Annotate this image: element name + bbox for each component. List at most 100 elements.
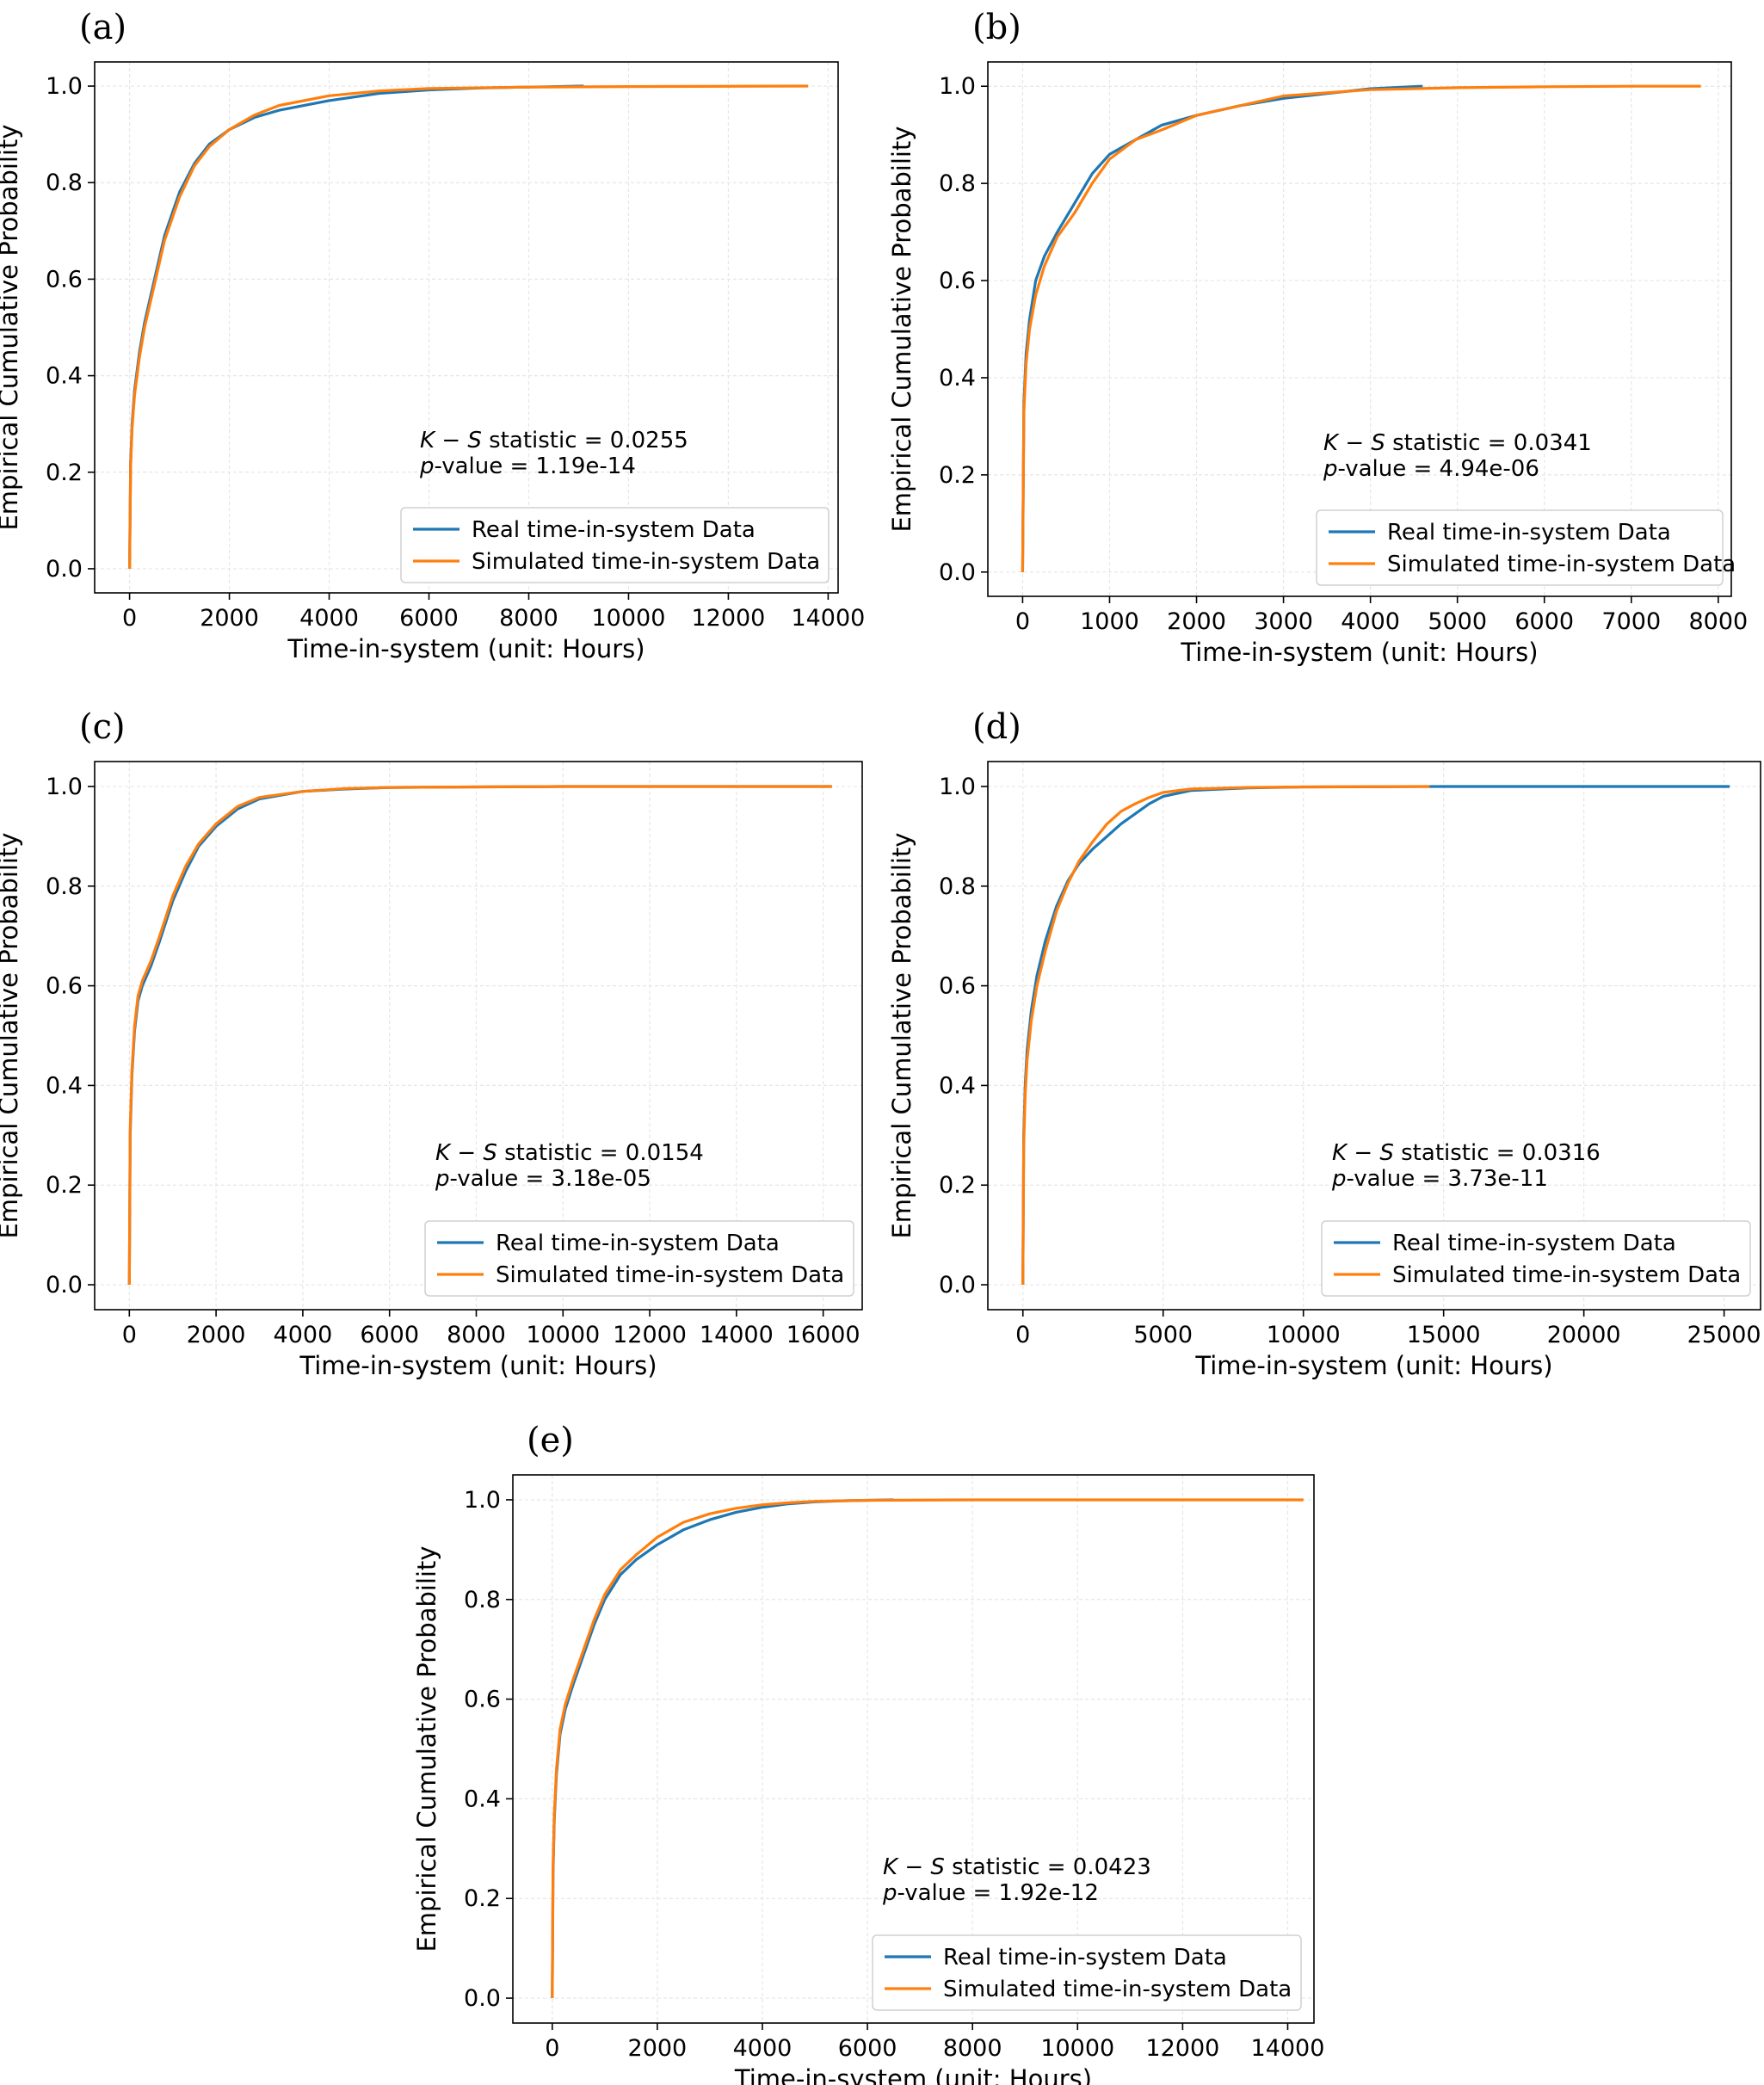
series-line-simulated xyxy=(128,84,809,570)
y-tick-label: 0.2 xyxy=(939,1172,976,1199)
legend-entry: Real time-in-system Data xyxy=(943,1945,1227,1971)
x-tick-label: 14000 xyxy=(700,1322,774,1348)
y-tick-label: 0.8 xyxy=(939,873,976,900)
legend: Real time-in-system Data Simulated time-i… xyxy=(400,507,830,583)
legend-entry: Simulated time-in-system Data xyxy=(496,1262,844,1288)
x-axis-label: Time-in-system (unit: Hours) xyxy=(287,634,645,663)
x-tick-label: 12000 xyxy=(1145,2035,1219,2062)
x-tick-label: 5000 xyxy=(1133,1322,1193,1348)
legend: Real time-in-system Data Simulated time-i… xyxy=(424,1220,854,1297)
series-line-real xyxy=(551,1498,894,1999)
x-tick-label: 4000 xyxy=(274,1322,333,1348)
y-axis-label: Empirical Cumulative Probability xyxy=(887,126,916,532)
y-tick-label: 1.0 xyxy=(46,73,83,100)
x-tick-label: 2000 xyxy=(187,1322,246,1348)
y-tick-label: 0.0 xyxy=(464,1985,501,2012)
y-tick-label: 0.0 xyxy=(939,559,976,586)
x-tick-label: 6000 xyxy=(360,1322,419,1348)
y-tick-label: 0.2 xyxy=(464,1885,501,1912)
legend-box xyxy=(1321,1220,1751,1297)
x-tick-label: 4000 xyxy=(1341,608,1400,635)
chart-panel: (d) 0 5000 10000 15000 20000 25000 0.0 0.2 0.4 0.6… xyxy=(887,707,1761,1380)
x-tick-label: 0 xyxy=(122,1322,137,1348)
y-tick-label: 0.4 xyxy=(939,365,976,392)
y-tick-label: 0.4 xyxy=(46,1072,83,1099)
x-axis-label: Time-in-system (unit: Hours) xyxy=(1180,638,1538,667)
series-line-real xyxy=(127,785,832,1286)
x-tick-label: 10000 xyxy=(592,605,666,632)
x-tick-label: 12000 xyxy=(691,605,765,632)
x-tick-label: 5000 xyxy=(1428,608,1487,635)
axes-frame xyxy=(94,761,863,1311)
axes-frame xyxy=(94,61,839,594)
y-tick-label: 0.6 xyxy=(939,268,976,294)
legend-box xyxy=(400,507,830,583)
ks-statistic-text: K − S statistic = 0.0154 xyxy=(435,1140,704,1166)
x-tick-label: 10000 xyxy=(526,1322,600,1348)
x-axis-label: Time-in-system (unit: Hours) xyxy=(299,1351,657,1380)
y-tick-label: 1.0 xyxy=(46,774,83,800)
panel-label: (e) xyxy=(527,1421,574,1460)
y-tick-label: 0.4 xyxy=(464,1786,501,1812)
legend-entry: Real time-in-system Data xyxy=(472,517,756,543)
series-line-simulated xyxy=(1021,84,1701,572)
y-tick-label: 0.2 xyxy=(46,460,83,486)
legend-entry: Simulated time-in-system Data xyxy=(943,1977,1292,2002)
x-tick-label: 8000 xyxy=(499,605,558,632)
y-tick-label: 0.6 xyxy=(939,973,976,1000)
x-tick-label: 3000 xyxy=(1254,608,1313,635)
panel-label: (b) xyxy=(972,8,1021,47)
x-tick-label: 2000 xyxy=(628,2035,688,2062)
x-tick-label: 8000 xyxy=(1688,608,1748,635)
legend: Real time-in-system Data Simulated time-i… xyxy=(872,1934,1302,2011)
y-tick-label: 0.0 xyxy=(939,1272,976,1298)
chart-panel: (b) 0 1000 2000 3000 4000 5000 6000 7000 8000 0.0 0… xyxy=(887,8,1748,667)
y-tick-label: 0.2 xyxy=(939,462,976,489)
x-tick-label: 1000 xyxy=(1080,608,1139,635)
legend-entry: Simulated time-in-system Data xyxy=(472,549,820,575)
legend: Real time-in-system Data Simulated time-i… xyxy=(1316,509,1736,586)
p-value-text: p-value = 3.18e-05 xyxy=(435,1166,651,1192)
y-tick-label: 0.0 xyxy=(46,1272,83,1298)
x-tick-label: 4000 xyxy=(299,605,359,632)
ks-statistic-text: K − S statistic = 0.0423 xyxy=(883,1854,1151,1880)
x-tick-label: 7000 xyxy=(1601,608,1661,635)
y-tick-label: 0.6 xyxy=(46,266,83,293)
panel-label: (a) xyxy=(79,8,126,47)
y-axis-label: Empirical Cumulative Probability xyxy=(887,832,916,1238)
x-tick-label: 6000 xyxy=(838,2035,897,2062)
x-axis-label: Time-in-system (unit: Hours) xyxy=(1194,1351,1552,1380)
legend: Real time-in-system Data Simulated time-i… xyxy=(1321,1220,1751,1297)
y-tick-label: 1.0 xyxy=(939,73,976,100)
chart-panel: (c) 0 2000 4000 6000 8000 10000 12000 14000 16000… xyxy=(0,707,863,1380)
legend-box xyxy=(424,1220,854,1297)
p-value-text: p-value = 1.19e-14 xyxy=(419,453,636,479)
y-tick-label: 0.2 xyxy=(46,1172,83,1199)
legend-entry: Simulated time-in-system Data xyxy=(1392,1262,1741,1288)
x-tick-label: 0 xyxy=(1015,1322,1030,1348)
x-tick-label: 2000 xyxy=(200,605,259,632)
legend-entry: Real time-in-system Data xyxy=(1392,1231,1676,1256)
x-axis-label: Time-in-system (unit: Hours) xyxy=(734,2064,1092,2085)
legend-box xyxy=(1316,509,1724,586)
x-tick-label: 4000 xyxy=(733,2035,793,2062)
series-line-real xyxy=(1021,84,1423,572)
legend-entry: Real time-in-system Data xyxy=(496,1231,780,1256)
y-tick-label: 0.4 xyxy=(939,1072,976,1099)
y-tick-label: 0.6 xyxy=(464,1687,501,1713)
y-tick-label: 0.8 xyxy=(46,170,83,196)
p-value-text: p-value = 4.94e-06 xyxy=(1323,456,1539,482)
axes-frame xyxy=(987,761,1761,1311)
y-tick-label: 1.0 xyxy=(464,1487,501,1514)
legend-entry: Real time-in-system Data xyxy=(1387,520,1671,546)
legend-box xyxy=(872,1934,1302,2011)
series-line-simulated xyxy=(127,785,832,1286)
y-axis-label: Empirical Cumulative Probability xyxy=(412,1545,441,1952)
y-tick-label: 0.8 xyxy=(939,170,976,197)
series-line-real xyxy=(128,84,584,570)
axes-frame xyxy=(987,61,1732,597)
x-tick-label: 20000 xyxy=(1547,1322,1621,1348)
y-axis-label: Empirical Cumulative Probability xyxy=(0,832,23,1238)
y-tick-label: 0.8 xyxy=(46,873,83,900)
x-tick-label: 0 xyxy=(1015,608,1030,635)
